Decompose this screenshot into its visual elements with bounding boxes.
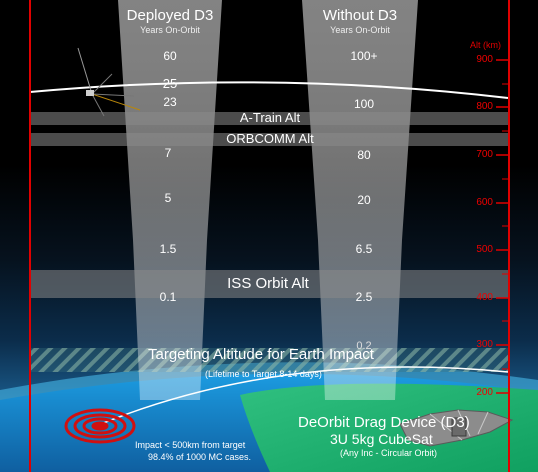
deployed-value: 23 xyxy=(163,95,177,109)
iss-band xyxy=(30,270,508,298)
deployed-column-subtitle: Years On-Orbit xyxy=(140,25,200,35)
without-funnel xyxy=(302,0,418,400)
land xyxy=(240,383,538,472)
impact-trajectory xyxy=(95,366,509,427)
without-column-title: Without D3 xyxy=(322,7,398,24)
impact-line-2: 98.4% of 1000 MC cases. xyxy=(148,452,252,462)
target-note: (Lifetime to Target 8-14 days) xyxy=(205,369,322,379)
impact-target-icon xyxy=(64,408,136,444)
atrain-label: A-Train Alt xyxy=(239,110,301,125)
deployed-value: 5 xyxy=(164,191,172,205)
right-axis-minor-ticks xyxy=(502,83,509,370)
without-value: 20 xyxy=(357,193,371,207)
axis-tick-label: 900 xyxy=(476,54,493,65)
impact-line-1: Impact < 500km from target xyxy=(135,440,246,450)
deployed-value: 7 xyxy=(164,146,172,160)
without-value: 2.5 xyxy=(355,290,373,304)
without-column-subtitle: Years On-Orbit xyxy=(330,25,390,35)
atrain-band xyxy=(30,112,508,125)
without-value: 80 xyxy=(357,148,371,162)
axis-tick-label: 800 xyxy=(476,101,493,112)
deployed-value: 60 xyxy=(163,49,177,63)
without-value: 0.2 xyxy=(356,340,372,352)
axis-tick-label: 200 xyxy=(476,387,493,398)
deployed-funnel xyxy=(118,0,222,400)
orbcomm-band xyxy=(30,133,508,146)
deployed-value: 1.5 xyxy=(159,242,177,256)
cubesat-drag-device-icon xyxy=(399,409,514,447)
without-value: 6.5 xyxy=(355,242,373,256)
device-name: DeOrbit Drag Device (D3) xyxy=(298,414,470,431)
axis-tick-label: 400 xyxy=(476,292,493,303)
axis-title: Alt (km) xyxy=(470,40,501,50)
orbcomm-label: ORBCOMM Alt xyxy=(226,131,314,146)
deployed-column-title: Deployed D3 xyxy=(126,7,214,24)
without-value: 100 xyxy=(353,97,375,111)
axis-tick-label: 300 xyxy=(476,339,493,350)
target-label: Targeting Altitude for Earth Impact xyxy=(148,346,374,363)
deployed-value: 25 xyxy=(162,76,178,91)
orbit-arc xyxy=(29,81,509,99)
iss-label: ISS Orbit Alt xyxy=(227,275,309,292)
axis-tick-label: 500 xyxy=(476,244,493,255)
device-orbit-note: (Any Inc - Circular Orbit) xyxy=(340,448,438,458)
satellite-icon xyxy=(77,47,141,117)
right-axis-ticks xyxy=(496,59,509,394)
axis-tick-label: 600 xyxy=(476,197,493,208)
axis-tick-label: 700 xyxy=(476,149,493,160)
device-spec: 3U 5kg CubeSat xyxy=(330,431,433,447)
deployed-value: 0.1 xyxy=(159,290,177,304)
without-value: 100+ xyxy=(350,49,378,63)
